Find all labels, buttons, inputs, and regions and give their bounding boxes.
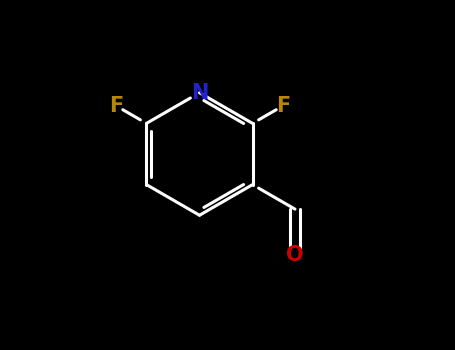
Text: F: F	[109, 96, 123, 116]
Text: O: O	[286, 245, 304, 265]
Text: F: F	[276, 96, 290, 116]
Text: N: N	[191, 83, 208, 103]
